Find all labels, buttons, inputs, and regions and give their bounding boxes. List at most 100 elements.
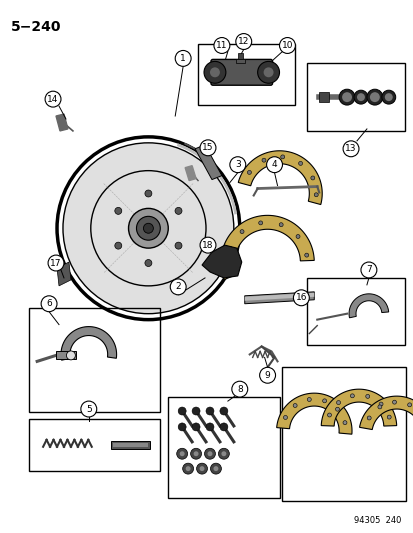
Circle shape	[185, 466, 190, 471]
Circle shape	[322, 399, 326, 403]
Polygon shape	[358, 396, 413, 434]
Polygon shape	[112, 443, 148, 447]
Text: 17: 17	[50, 259, 62, 268]
Circle shape	[283, 415, 287, 419]
FancyBboxPatch shape	[211, 59, 272, 85]
Text: 6: 6	[46, 299, 52, 308]
Circle shape	[338, 89, 354, 105]
Circle shape	[192, 407, 199, 415]
Circle shape	[310, 176, 314, 180]
Text: 5: 5	[86, 405, 91, 414]
Circle shape	[353, 90, 367, 104]
Circle shape	[261, 158, 265, 162]
Circle shape	[229, 157, 245, 173]
Polygon shape	[110, 441, 150, 449]
Bar	[282, 367, 405, 502]
Text: 3: 3	[234, 160, 240, 169]
Circle shape	[226, 267, 230, 271]
Circle shape	[327, 413, 331, 417]
Circle shape	[356, 93, 364, 101]
Circle shape	[341, 92, 351, 102]
Circle shape	[342, 141, 358, 157]
Circle shape	[192, 423, 199, 431]
Circle shape	[199, 466, 204, 471]
Circle shape	[66, 351, 75, 360]
Circle shape	[143, 223, 153, 233]
Circle shape	[313, 193, 318, 197]
Circle shape	[179, 451, 184, 456]
Circle shape	[136, 216, 160, 240]
Circle shape	[292, 403, 297, 408]
Circle shape	[206, 407, 214, 415]
Circle shape	[199, 237, 216, 253]
Circle shape	[365, 394, 369, 398]
Bar	[29, 308, 160, 412]
Circle shape	[280, 155, 284, 159]
Circle shape	[336, 401, 340, 405]
Circle shape	[381, 90, 395, 104]
Circle shape	[45, 91, 61, 107]
Polygon shape	[348, 294, 388, 318]
Polygon shape	[56, 351, 76, 359]
Circle shape	[219, 423, 227, 431]
Circle shape	[81, 401, 97, 417]
Polygon shape	[221, 215, 313, 279]
Polygon shape	[56, 114, 68, 131]
Polygon shape	[237, 53, 242, 59]
Text: 1: 1	[180, 54, 185, 63]
Circle shape	[63, 143, 233, 314]
Circle shape	[204, 61, 225, 83]
Polygon shape	[237, 151, 321, 205]
Circle shape	[178, 407, 186, 415]
Circle shape	[384, 93, 392, 101]
Polygon shape	[185, 166, 196, 181]
Circle shape	[207, 451, 212, 456]
Circle shape	[213, 466, 218, 471]
Bar	[29, 419, 160, 471]
Text: 18: 18	[202, 240, 213, 249]
Circle shape	[263, 67, 273, 77]
Circle shape	[240, 230, 243, 233]
Bar	[306, 278, 404, 345]
Circle shape	[193, 451, 198, 456]
Circle shape	[41, 296, 57, 312]
Circle shape	[349, 394, 354, 398]
Circle shape	[175, 51, 191, 66]
Text: 15: 15	[202, 143, 213, 152]
Circle shape	[366, 416, 370, 420]
Circle shape	[210, 463, 221, 474]
Polygon shape	[244, 293, 313, 301]
Circle shape	[128, 208, 168, 248]
Polygon shape	[244, 292, 313, 304]
Circle shape	[304, 253, 308, 257]
Circle shape	[196, 463, 207, 474]
Bar	[168, 397, 279, 498]
Circle shape	[199, 140, 216, 156]
Circle shape	[231, 381, 247, 397]
Circle shape	[293, 290, 309, 306]
Polygon shape	[235, 59, 244, 63]
Circle shape	[145, 260, 152, 266]
Circle shape	[206, 423, 214, 431]
Polygon shape	[57, 262, 71, 286]
Polygon shape	[320, 389, 396, 426]
Polygon shape	[61, 327, 116, 360]
Text: 4: 4	[271, 160, 277, 169]
Text: 94305  240: 94305 240	[354, 516, 401, 525]
Circle shape	[298, 161, 302, 165]
Circle shape	[335, 407, 339, 411]
Circle shape	[407, 403, 411, 407]
Circle shape	[221, 451, 226, 456]
Circle shape	[190, 448, 201, 459]
Circle shape	[145, 190, 152, 197]
Circle shape	[306, 398, 311, 401]
Circle shape	[369, 92, 379, 102]
Circle shape	[258, 221, 262, 225]
Circle shape	[176, 448, 187, 459]
Circle shape	[295, 235, 299, 238]
Circle shape	[259, 367, 275, 383]
Text: 14: 14	[47, 95, 59, 103]
Text: 13: 13	[344, 144, 356, 154]
Circle shape	[178, 423, 186, 431]
Text: 8: 8	[236, 385, 242, 394]
